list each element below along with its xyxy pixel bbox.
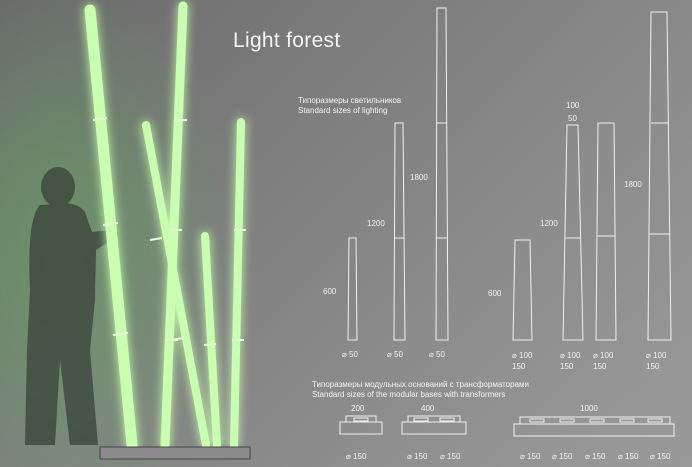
base-diameter-1: ⌀ 150	[346, 452, 367, 461]
lighting-sizes-set-a	[347, 7, 449, 341]
lamp-600-a	[347, 237, 358, 341]
base-platform	[99, 446, 251, 460]
diameter-label-b1: ⌀ 100 150	[512, 351, 533, 371]
height-label-1200-a: 1200	[367, 219, 385, 228]
lamp-1200-c	[595, 122, 617, 341]
diameter-label-b2: ⌀ 100 150	[560, 351, 581, 371]
base-400	[401, 415, 467, 435]
base-diameter-5: ⌀ 150	[552, 452, 573, 461]
height-label-600-a: 600	[323, 287, 337, 296]
lamp-600-b	[512, 239, 533, 341]
height-label-600-b: 600	[488, 289, 502, 298]
modular-bases	[339, 415, 675, 437]
base-diameter-6: ⌀ 150	[585, 452, 606, 461]
person-silhouette	[25, 167, 112, 445]
base-diameter-2: ⌀ 150	[407, 452, 428, 461]
base-width-1000: 1000	[580, 404, 598, 413]
lighting-sizes-set-b	[512, 11, 672, 341]
base-diameter-3: ⌀ 150	[440, 452, 461, 461]
lamp-1800-a	[435, 7, 449, 341]
base-diameter-4: ⌀ 150	[520, 452, 541, 461]
diameter-label-a3: ⌀ 50	[429, 350, 445, 359]
tube-5	[230, 118, 245, 449]
bases-header-ru: Типоразмеры модульных оснований с трансф…	[312, 380, 529, 389]
base-diameter-8: ⌀ 150	[650, 452, 671, 461]
tube-2	[160, 1, 188, 450]
lamp-1200-b	[562, 124, 584, 341]
bases-header-en: Standard sizes of the modular bases with…	[312, 390, 506, 399]
glowing-tubes	[84, 1, 245, 451]
tube-1	[84, 4, 138, 451]
lighting-header-en: Standard sizes of lighting	[298, 106, 388, 115]
height-label-1800-a: 1800	[410, 173, 428, 182]
tube-3	[142, 121, 210, 449]
base-width-400: 400	[421, 404, 435, 413]
diameter-label-a1: ⌀ 50	[342, 350, 358, 359]
tube-4	[201, 232, 221, 449]
top-note-100: 100	[566, 101, 580, 110]
height-label-1200-b: 1200	[540, 219, 558, 228]
base-200	[339, 415, 383, 435]
base-diameter-7: ⌀ 150	[618, 452, 639, 461]
height-label-1800-b: 1800	[624, 180, 642, 189]
lamp-1200-a	[393, 122, 406, 341]
lamp-1800-b	[647, 11, 672, 341]
diameter-label-b3: ⌀ 100 150	[593, 351, 614, 371]
base-width-200: 200	[351, 404, 365, 413]
base-1000	[513, 416, 675, 437]
page-title: Light forest	[233, 29, 341, 52]
tube-joints	[92, 117, 246, 346]
lighting-header-ru: Типоразмеры светильников	[298, 96, 402, 105]
diameter-label-a2: ⌀ 50	[387, 350, 403, 359]
diameter-label-b4: ⌀ 100 150	[646, 351, 667, 371]
top-note-50: 50	[568, 114, 577, 123]
